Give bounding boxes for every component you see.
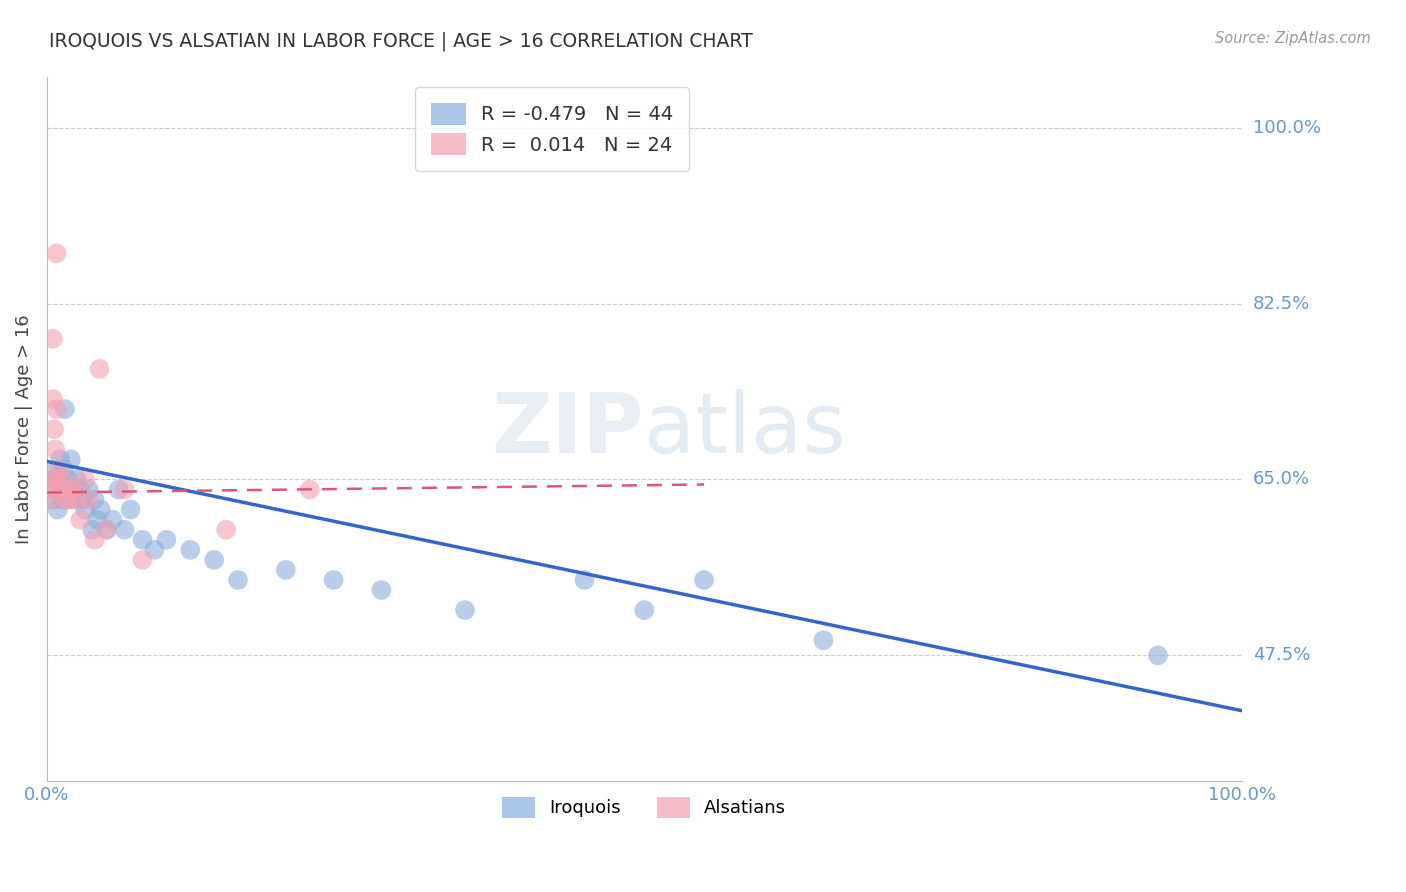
Point	[45, 402, 67, 417]
Point	[1147, 648, 1170, 663]
Point	[39, 492, 62, 507]
Point	[83, 492, 105, 507]
Point	[574, 573, 596, 587]
Point	[155, 533, 177, 547]
Point	[75, 502, 97, 516]
Point	[274, 563, 297, 577]
Text: 65.0%: 65.0%	[1253, 470, 1310, 489]
Point	[114, 483, 136, 497]
Point	[86, 513, 108, 527]
Point	[62, 483, 84, 497]
Point	[66, 473, 89, 487]
Point	[59, 483, 82, 497]
Point	[42, 483, 65, 497]
Point	[44, 473, 66, 487]
Point	[46, 473, 69, 487]
Text: ZIP: ZIP	[492, 389, 644, 470]
Point	[58, 492, 80, 507]
Point	[202, 553, 225, 567]
Point	[52, 473, 75, 487]
Point	[131, 553, 153, 567]
Point	[44, 442, 66, 457]
Point	[131, 533, 153, 547]
Point	[83, 533, 105, 547]
Point	[215, 523, 238, 537]
Text: IROQUOIS VS ALSATIAN IN LABOR FORCE | AGE > 16 CORRELATION CHART: IROQUOIS VS ALSATIAN IN LABOR FORCE | AG…	[49, 31, 754, 51]
Point	[120, 502, 142, 516]
Point	[51, 483, 73, 497]
Point	[107, 483, 129, 497]
Point	[51, 492, 73, 507]
Point	[55, 492, 77, 507]
Point	[143, 542, 166, 557]
Text: 82.5%: 82.5%	[1253, 294, 1310, 312]
Point	[89, 362, 111, 376]
Point	[45, 462, 67, 476]
Point	[41, 473, 63, 487]
Point	[69, 483, 91, 497]
Point	[58, 473, 80, 487]
Point	[66, 492, 89, 507]
Point	[42, 492, 65, 507]
Point	[322, 573, 344, 587]
Point	[454, 603, 477, 617]
Point	[72, 492, 94, 507]
Point	[75, 473, 97, 487]
Text: 100.0%: 100.0%	[1253, 119, 1320, 136]
Point	[298, 483, 321, 497]
Point	[48, 473, 70, 487]
Text: 47.5%: 47.5%	[1253, 647, 1310, 665]
Point	[62, 492, 84, 507]
Text: Source: ZipAtlas.com: Source: ZipAtlas.com	[1215, 31, 1371, 46]
Point	[53, 402, 76, 417]
Point	[42, 392, 65, 406]
Point	[813, 633, 835, 648]
Point	[51, 483, 73, 497]
Point	[693, 573, 716, 587]
Point	[42, 483, 65, 497]
Point	[46, 502, 69, 516]
Text: atlas: atlas	[644, 389, 846, 470]
Point	[48, 462, 70, 476]
Point	[179, 542, 201, 557]
Y-axis label: In Labor Force | Age > 16: In Labor Force | Age > 16	[15, 314, 32, 544]
Point	[42, 422, 65, 436]
Point	[82, 523, 104, 537]
Point	[45, 246, 67, 260]
Point	[226, 573, 249, 587]
Point	[96, 523, 118, 537]
Point	[49, 452, 72, 467]
Point	[101, 513, 124, 527]
Point	[96, 523, 118, 537]
Point	[52, 462, 75, 476]
Point	[55, 483, 77, 497]
Point	[633, 603, 655, 617]
Point	[42, 332, 65, 346]
Legend: Iroquois, Alsatians: Iroquois, Alsatians	[495, 789, 793, 825]
Point	[77, 492, 100, 507]
Point	[370, 582, 392, 597]
Point	[90, 502, 112, 516]
Point	[77, 483, 100, 497]
Point	[114, 523, 136, 537]
Point	[59, 452, 82, 467]
Point	[69, 513, 91, 527]
